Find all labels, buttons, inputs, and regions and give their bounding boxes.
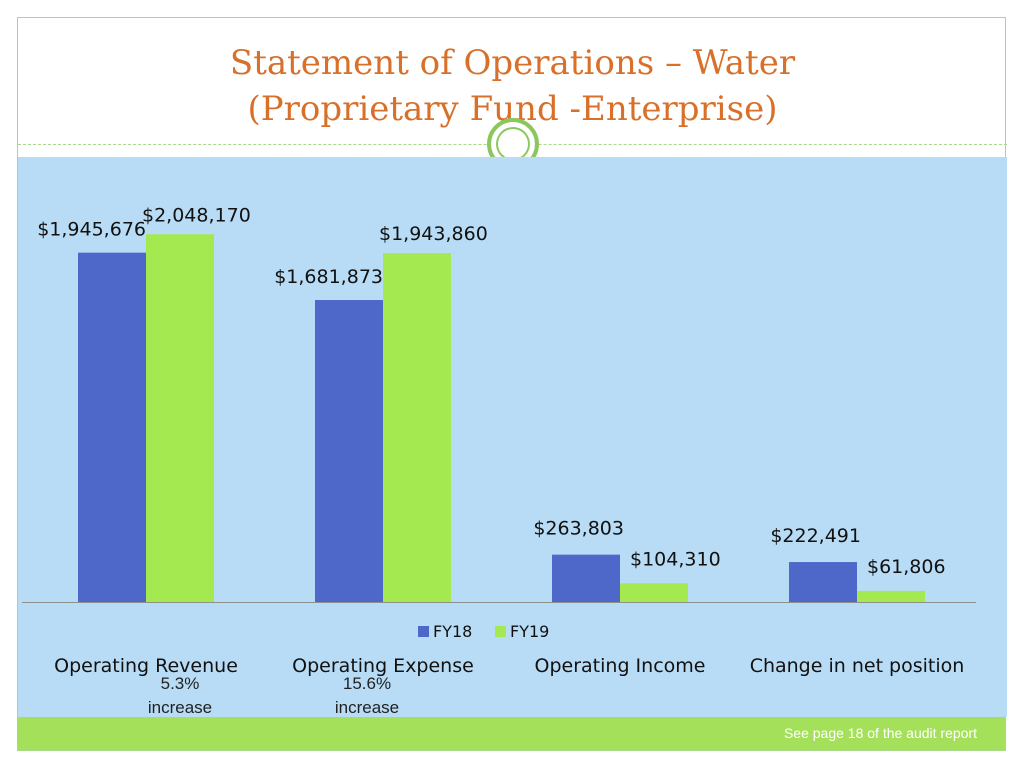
data-label-fy19-0: $2,048,170 xyxy=(142,204,251,226)
footer-bar: See page 18 of the audit report xyxy=(18,717,1005,750)
title-line-1: Statement of Operations – Water xyxy=(229,43,796,83)
category-label-2: Operating Income xyxy=(535,655,706,677)
bar-chart: $1,945,676$2,048,170 Operating Revenue $1,… xyxy=(22,204,976,677)
data-label-fy19-2: $104,310 xyxy=(630,548,721,570)
category-label-1: Operating Expense xyxy=(292,655,474,677)
data-label-fy18-3: $222,491 xyxy=(770,525,861,547)
bar-fy19-2 xyxy=(620,583,688,602)
data-label-fy19-3: $61,806 xyxy=(867,556,946,578)
category-label-3: Change in net position xyxy=(750,655,965,677)
data-label-fy18-1: $1,681,873 xyxy=(274,266,383,288)
expense-change-word: increase xyxy=(334,698,400,717)
legend-label-fy18: FY18 xyxy=(433,622,472,641)
bar-fy18-0 xyxy=(78,252,146,602)
bar-fy18-3 xyxy=(789,562,857,602)
expense-change-percent: 15.6% xyxy=(342,674,392,693)
bar-fy18-1 xyxy=(315,300,383,602)
legend-swatch-fy18 xyxy=(418,626,429,637)
revenue-change-word: increase xyxy=(147,698,213,717)
slide: Statement of Operations – Water (Proprie… xyxy=(17,17,1007,751)
data-label-fy19-1: $1,943,860 xyxy=(379,223,488,245)
chart-panel: $1,945,676 $2,048,170 Operating Revenue $1,… xyxy=(18,157,1007,717)
legend-label-fy19: FY19 xyxy=(510,622,549,641)
footer-note: See page 18 of the audit report xyxy=(783,725,977,741)
data-label-fy18-2: $263,803 xyxy=(533,518,624,540)
bar-fy19-3 xyxy=(857,590,925,602)
slide-title: Statement of Operations – Water (Proprie… xyxy=(18,40,1007,132)
expense-change-note: 15.6% increase xyxy=(307,672,427,720)
data-label-fy18-0: $1,945,676 xyxy=(37,219,146,241)
category-label-0: Operating Revenue xyxy=(54,655,238,677)
bar-fy19-0 xyxy=(146,234,214,602)
revenue-change-percent: 5.3% xyxy=(160,674,200,693)
bar-fy19-1 xyxy=(383,252,451,602)
revenue-change-note: 5.3% increase xyxy=(120,672,240,720)
bar-fy18-2 xyxy=(552,554,620,602)
legend-swatch-fy19 xyxy=(495,626,506,637)
